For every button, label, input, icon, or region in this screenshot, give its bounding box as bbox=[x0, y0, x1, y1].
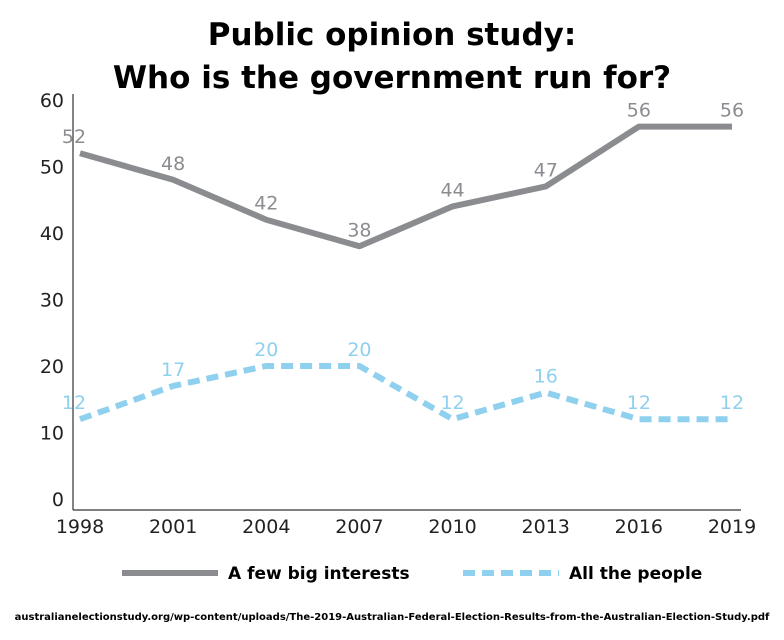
series-line-all-the-people bbox=[78, 363, 732, 423]
x-tick-label: 2001 bbox=[149, 516, 197, 538]
data-label: 12 bbox=[720, 392, 744, 414]
chart-title-line-1: Public opinion study: bbox=[207, 17, 577, 53]
legend-label: A few big interests bbox=[228, 564, 410, 584]
data-label: 12 bbox=[627, 392, 651, 414]
y-tick-label: 60 bbox=[40, 90, 64, 112]
x-tick-label: 1998 bbox=[56, 516, 104, 538]
chart-series bbox=[78, 123, 732, 423]
y-tick-label: 30 bbox=[40, 290, 64, 312]
chart-legend: A few big interests All the people bbox=[122, 564, 702, 584]
y-tick-label: 40 bbox=[40, 223, 64, 245]
x-tick-label: 2016 bbox=[615, 516, 663, 538]
data-label: 47 bbox=[534, 159, 558, 181]
x-tick-label: 2010 bbox=[428, 516, 476, 538]
data-label: 16 bbox=[534, 366, 558, 388]
data-label: 20 bbox=[347, 339, 371, 361]
y-tick-label: 20 bbox=[40, 356, 64, 378]
x-tick-label: 2019 bbox=[708, 516, 756, 538]
data-label: 38 bbox=[347, 219, 371, 241]
data-label: 12 bbox=[62, 392, 86, 414]
data-label: 20 bbox=[254, 339, 278, 361]
chart-title: Public opinion study: Who is the governm… bbox=[0, 14, 784, 100]
data-label: 48 bbox=[161, 153, 185, 175]
x-tick-label: 2007 bbox=[335, 516, 383, 538]
x-tick-label: 2013 bbox=[522, 516, 570, 538]
y-tick-label: 50 bbox=[40, 157, 64, 179]
data-label: 44 bbox=[440, 179, 464, 201]
data-label: 52 bbox=[62, 126, 86, 148]
chart-title-line-2: Who is the government run for? bbox=[112, 60, 672, 96]
data-label: 56 bbox=[627, 100, 651, 122]
data-label: 12 bbox=[440, 392, 464, 414]
y-tick-label: 0 bbox=[52, 489, 64, 511]
source-citation: australianelectionstudy.org/wp-content/u… bbox=[14, 612, 770, 623]
legend-label: All the people bbox=[569, 564, 702, 584]
series-line-a-few-big-interests bbox=[79, 123, 732, 250]
data-label: 56 bbox=[720, 100, 744, 122]
data-label: 42 bbox=[254, 193, 278, 215]
data-label: 17 bbox=[161, 359, 185, 381]
y-tick-label: 10 bbox=[40, 423, 64, 445]
data-labels: 52 48 42 38 44 47 56 56 12 17 20 20 12 16 12 12 bbox=[62, 100, 744, 415]
x-tick-label: 2004 bbox=[242, 516, 290, 538]
